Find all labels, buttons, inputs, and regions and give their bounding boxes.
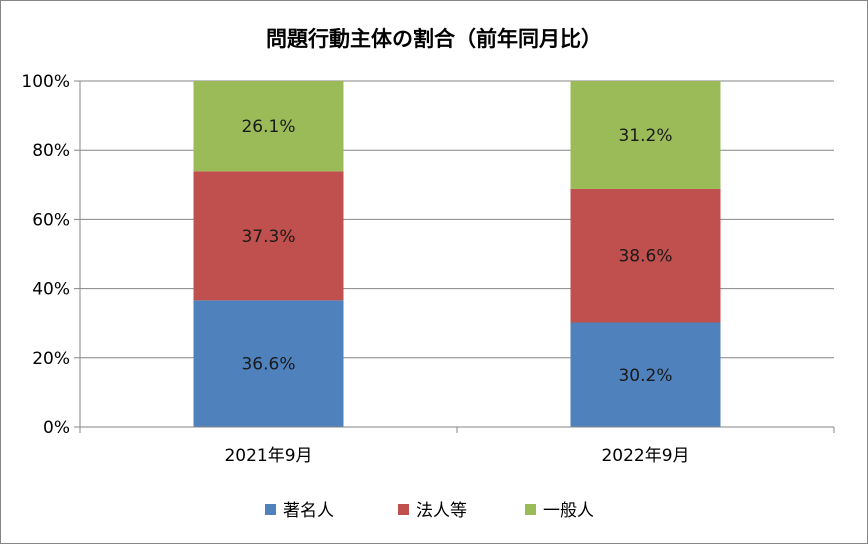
bar-segment: [193, 300, 344, 427]
y-tick-label: 20%: [32, 349, 70, 369]
bar-segment: [570, 322, 721, 427]
y-tick-label: 80%: [32, 141, 70, 161]
bar-segment: [193, 171, 344, 301]
data-label: 30.2%: [618, 366, 672, 386]
x-tick-label: 2021年9月: [224, 446, 312, 466]
chart-title: 問題行動主体の割合（前年同月比）: [266, 27, 602, 51]
y-tick-label: 40%: [32, 280, 70, 300]
data-label: 31.2%: [618, 126, 672, 146]
legend-label: 一般人: [543, 501, 594, 521]
gridlines: [80, 80, 834, 359]
legend-label: 著名人: [283, 501, 334, 521]
bar-segment: [193, 81, 344, 172]
legend-swatch: [525, 504, 536, 515]
y-tick-label: 60%: [32, 210, 70, 230]
x-tick-label: 2022年9月: [601, 446, 689, 466]
data-label: 38.6%: [618, 247, 672, 267]
y-tick-label: 100%: [21, 72, 70, 92]
bar-segment: [570, 188, 721, 323]
y-tick-label: 0%: [43, 418, 70, 438]
data-label: 37.3%: [241, 227, 295, 247]
axes: 0% 20% 40% 60% 80% 100% 2021年9月 2022年9月: [21, 72, 835, 466]
data-label: 26.1%: [241, 117, 295, 137]
legend-swatch: [265, 504, 276, 515]
bars: 36.6% 37.3% 26.1% 30.2% 38.6% 31.2%: [193, 81, 721, 427]
legend: 著名人 法人等 一般人: [265, 501, 594, 521]
legend-label: 法人等: [416, 501, 467, 521]
legend-swatch: [398, 504, 409, 515]
bar-segment: [570, 81, 721, 189]
data-label: 36.6%: [241, 355, 295, 375]
